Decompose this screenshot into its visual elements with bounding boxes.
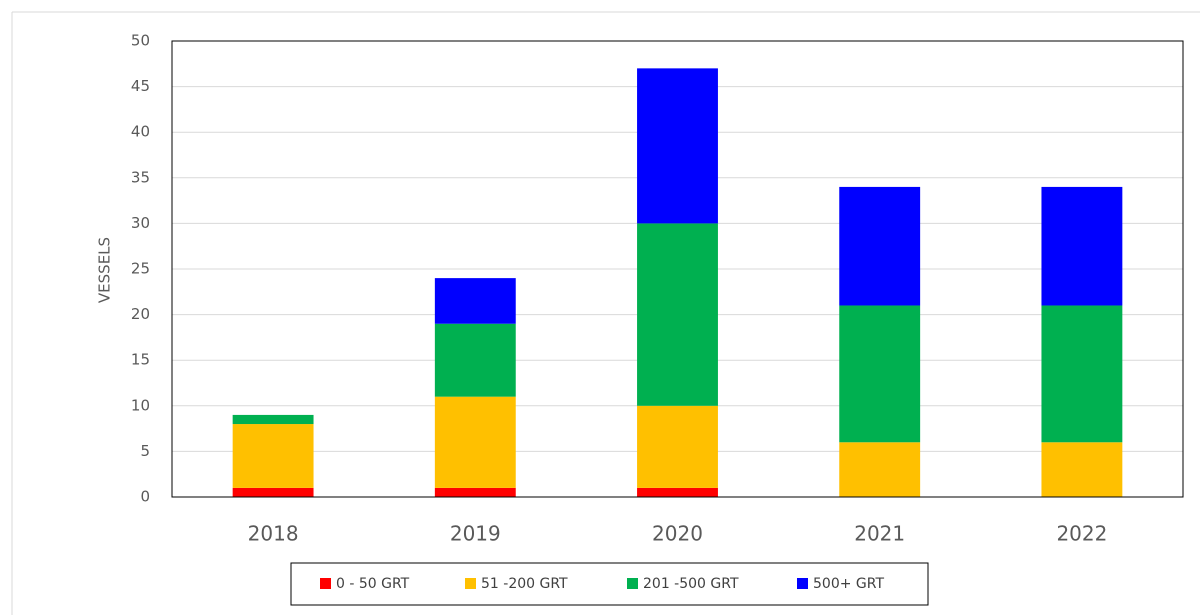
y-tick-label: 30 bbox=[131, 214, 150, 232]
legend-label: 500+ GRT bbox=[813, 576, 884, 592]
y-axis-label: VESSELS bbox=[96, 237, 114, 303]
bar-segment bbox=[1041, 305, 1123, 443]
bar-segment bbox=[839, 305, 921, 443]
legend-label: 201 -500 GRT bbox=[643, 576, 739, 592]
y-tick-label: 40 bbox=[131, 123, 150, 141]
bar-segment bbox=[434, 396, 516, 488]
legend-label: 51 -200 GRT bbox=[481, 576, 568, 592]
bar-segment bbox=[637, 223, 718, 406]
y-tick-label: 50 bbox=[131, 32, 150, 50]
bar-segment bbox=[637, 68, 718, 224]
y-tick-label: 15 bbox=[131, 351, 150, 369]
bar-segment bbox=[839, 442, 921, 497]
bar-segment bbox=[434, 323, 516, 397]
bar-segment bbox=[434, 487, 516, 497]
x-tick-label: 2018 bbox=[248, 522, 299, 546]
y-tick-label: 35 bbox=[131, 168, 150, 186]
bar-segment bbox=[637, 405, 718, 488]
bar-segment bbox=[637, 487, 718, 497]
x-tick-label: 2019 bbox=[450, 522, 501, 546]
y-tick-label: 25 bbox=[131, 260, 150, 278]
legend-swatch bbox=[320, 578, 331, 589]
y-tick-label: 10 bbox=[131, 396, 150, 414]
plot-border bbox=[171, 40, 1184, 498]
legend-swatch bbox=[465, 578, 476, 589]
bar-segment bbox=[434, 278, 516, 324]
legend-swatch bbox=[797, 578, 808, 589]
bar-segment bbox=[1041, 186, 1123, 306]
bar-segment bbox=[232, 424, 314, 488]
y-tick-label: 0 bbox=[140, 488, 150, 506]
x-tick-label: 2021 bbox=[854, 522, 905, 546]
x-tick-label: 2022 bbox=[1056, 522, 1107, 546]
y-tick-label: 45 bbox=[131, 77, 150, 95]
y-tick-label: 5 bbox=[140, 442, 150, 460]
bar-segment bbox=[1041, 442, 1123, 497]
legend-swatch bbox=[627, 578, 638, 589]
legend-label: 0 - 50 GRT bbox=[336, 576, 410, 592]
bar-segment bbox=[839, 186, 921, 306]
bar-segment bbox=[232, 487, 314, 497]
bar-segment bbox=[232, 414, 314, 425]
y-tick-label: 20 bbox=[131, 305, 150, 323]
x-tick-label: 2020 bbox=[652, 522, 703, 546]
legend-box bbox=[290, 562, 929, 606]
